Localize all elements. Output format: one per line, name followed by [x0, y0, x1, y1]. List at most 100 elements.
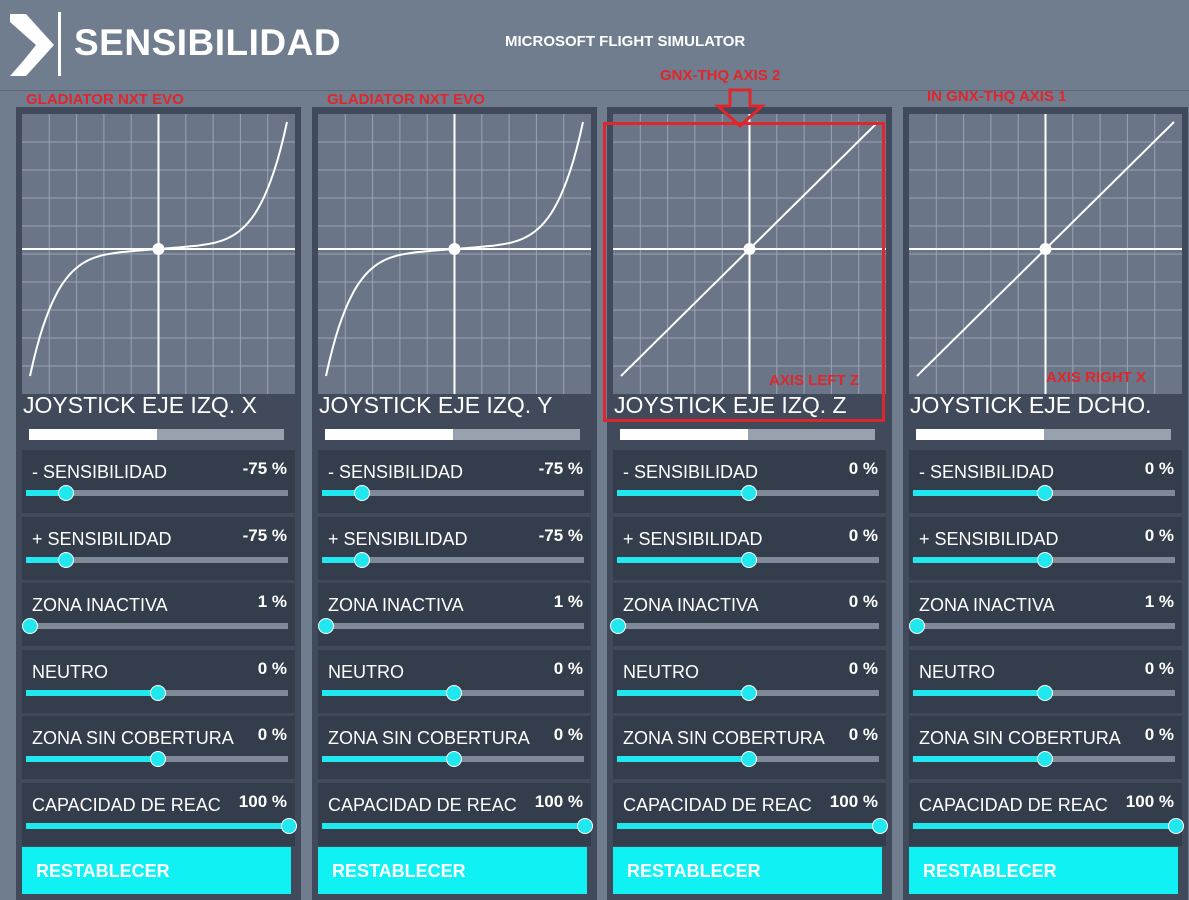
- setting-slider[interactable]: [617, 552, 879, 568]
- setting-row: + SENSIBILIDAD 0 %: [613, 517, 886, 580]
- annotation-device-3: GNX-THQ AXIS 2: [660, 67, 781, 84]
- axis-position-fill: [325, 429, 453, 440]
- setting-slider[interactable]: [617, 818, 888, 834]
- setting-slider[interactable]: [322, 552, 584, 568]
- chevron-right-icon: [10, 14, 54, 76]
- reset-button[interactable]: RESTABLECER: [318, 847, 587, 894]
- slider-fill: [617, 823, 879, 829]
- setting-label: ZONA SIN COBERTURA: [919, 728, 1121, 748]
- setting-row: - SENSIBILIDAD -75 %: [318, 450, 591, 513]
- setting-slider[interactable]: [322, 485, 584, 501]
- axis-position-bar: [916, 429, 1171, 440]
- slider-fill: [913, 690, 1044, 696]
- setting-slider[interactable]: [913, 751, 1175, 767]
- slider-handle[interactable]: [446, 751, 462, 767]
- axis-name: JOYSTICK EJE IZQ. X: [23, 392, 257, 418]
- slider-handle[interactable]: [1037, 552, 1053, 568]
- setting-slider[interactable]: [26, 552, 288, 568]
- slider-handle[interactable]: [741, 685, 757, 701]
- setting-row: ZONA SIN COBERTURA 0 %: [22, 716, 295, 779]
- setting-value: -75 %: [538, 459, 583, 478]
- response-curve-graph: [22, 114, 295, 394]
- setting-label: ZONA SIN COBERTURA: [328, 728, 530, 748]
- slider-handle[interactable]: [58, 485, 75, 501]
- slider-handle[interactable]: [741, 552, 757, 568]
- slider-fill: [322, 690, 453, 696]
- slider-handle[interactable]: [150, 685, 166, 701]
- setting-slider[interactable]: [913, 818, 1184, 834]
- axis-position-fill: [620, 429, 748, 440]
- slider-fill: [913, 756, 1044, 762]
- setting-value: 0 %: [1144, 659, 1174, 678]
- setting-value: -75 %: [538, 526, 583, 545]
- setting-slider[interactable]: [26, 485, 288, 501]
- axis-panel: JOYSTICK EJE IZQ. Y- SENSIBILIDAD -75 % + …: [312, 107, 597, 900]
- setting-row: CAPACIDAD DE REAC 100 %: [909, 783, 1184, 846]
- slider-handle[interactable]: [577, 818, 593, 834]
- slider-handle[interactable]: [354, 552, 371, 568]
- setting-slider[interactable]: [322, 751, 584, 767]
- setting-slider[interactable]: [610, 618, 879, 634]
- reset-button-label: RESTABLECER: [332, 861, 466, 881]
- slider-handle[interactable]: [872, 818, 888, 834]
- setting-row: NEUTRO 0 %: [318, 650, 591, 713]
- reset-button[interactable]: RESTABLECER: [613, 847, 882, 894]
- slider-handle[interactable]: [1168, 818, 1184, 834]
- slider-handle[interactable]: [1037, 685, 1053, 701]
- axis-panel: JOYSTICK EJE IZQ. Z- SENSIBILIDAD 0 % + SE…: [607, 107, 892, 900]
- reset-button[interactable]: RESTABLECER: [909, 847, 1178, 894]
- page-title: SENSIBILIDAD: [74, 22, 342, 63]
- reset-button-label: RESTABLECER: [923, 861, 1057, 881]
- slider-handle[interactable]: [281, 818, 297, 834]
- setting-slider[interactable]: [26, 818, 297, 834]
- setting-slider[interactable]: [21, 618, 288, 634]
- axis-name: JOYSTICK EJE DCHO.: [910, 392, 1152, 418]
- setting-slider[interactable]: [908, 618, 1175, 634]
- setting-row: - SENSIBILIDAD 0 %: [613, 450, 886, 513]
- slider-fill: [322, 557, 362, 563]
- slider-handle[interactable]: [741, 751, 757, 767]
- setting-row: - SENSIBILIDAD 0 %: [909, 450, 1182, 513]
- setting-row: ZONA SIN COBERTURA 0 %: [613, 716, 886, 779]
- setting-slider[interactable]: [617, 685, 879, 701]
- setting-slider[interactable]: [322, 685, 584, 701]
- slider-handle[interactable]: [150, 751, 166, 767]
- slider-handle[interactable]: [1037, 751, 1053, 767]
- setting-label: - SENSIBILIDAD: [919, 462, 1055, 482]
- setting-label: CAPACIDAD DE REAC: [328, 795, 517, 815]
- setting-slider[interactable]: [913, 552, 1175, 568]
- setting-value: 0 %: [848, 725, 878, 744]
- setting-slider[interactable]: [26, 751, 288, 767]
- setting-slider[interactable]: [26, 685, 288, 701]
- slider-handle[interactable]: [908, 618, 925, 634]
- slider-handle[interactable]: [741, 485, 757, 501]
- setting-value: 1 %: [257, 592, 287, 611]
- reset-button[interactable]: RESTABLECER: [22, 847, 291, 894]
- setting-slider[interactable]: [317, 618, 584, 634]
- setting-slider[interactable]: [617, 751, 879, 767]
- slider-handle[interactable]: [610, 618, 626, 634]
- slider-handle[interactable]: [1037, 485, 1053, 501]
- axis-position-bar: [620, 429, 875, 440]
- setting-value: 0 %: [848, 459, 878, 478]
- setting-label: ZONA INACTIVA: [32, 595, 168, 615]
- setting-label: NEUTRO: [328, 662, 404, 682]
- setting-label: ZONA INACTIVA: [623, 595, 759, 615]
- slider-handle[interactable]: [21, 618, 38, 634]
- slider-handle[interactable]: [317, 618, 334, 634]
- setting-label: + SENSIBILIDAD: [32, 529, 172, 549]
- setting-slider[interactable]: [322, 818, 593, 834]
- setting-label: ZONA SIN COBERTURA: [623, 728, 825, 748]
- setting-slider[interactable]: [617, 485, 879, 501]
- slider-fill: [913, 557, 1044, 563]
- setting-value: 1 %: [553, 592, 583, 611]
- slider-handle[interactable]: [354, 485, 371, 501]
- setting-slider[interactable]: [913, 485, 1175, 501]
- slider-fill: [26, 756, 157, 762]
- slider-handle[interactable]: [58, 552, 75, 568]
- slider-handle[interactable]: [446, 685, 462, 701]
- setting-row: NEUTRO 0 %: [613, 650, 886, 713]
- setting-slider[interactable]: [913, 685, 1175, 701]
- setting-label: ZONA INACTIVA: [919, 595, 1055, 615]
- slider-fill: [617, 490, 748, 496]
